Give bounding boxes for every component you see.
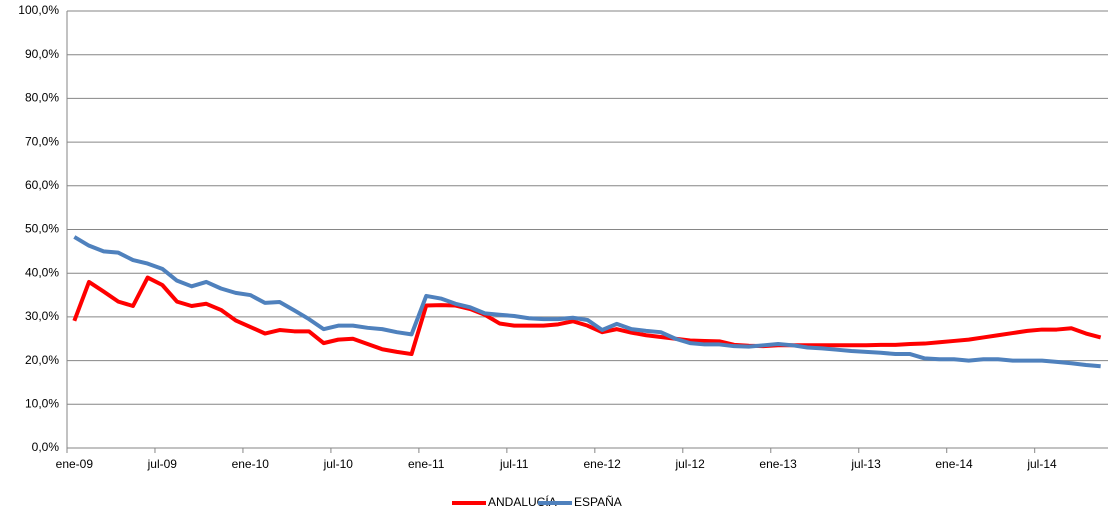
y-tick-label: 50,0% [25,222,59,236]
y-tick-label: 10,0% [25,396,59,410]
x-tick-label: jul-12 [674,457,705,471]
x-tick-label: ene-11 [408,457,445,471]
y-tick-label: 0,0% [32,440,60,454]
x-tick-label: jul-09 [147,457,178,471]
x-tick-label: jul-11 [499,457,529,471]
y-tick-label: 40,0% [25,265,59,279]
x-tick-label: ene-13 [759,457,797,471]
x-tick-label: jul-10 [323,457,354,471]
y-tick-label: 60,0% [25,178,59,192]
x-tick-label: ene-10 [232,457,270,471]
x-tick-label: jul-13 [850,457,881,471]
legend-label: ANDALUCÍA [488,494,557,509]
y-tick-label: 30,0% [25,309,59,323]
x-tick-label: jul-14 [1026,457,1057,471]
y-tick-label: 20,0% [25,353,59,367]
x-tick-label: ene-12 [583,457,621,471]
y-tick-label: 90,0% [25,47,59,61]
legend-label: ESPAÑA [574,495,622,509]
series-line [73,235,1101,369]
y-tick-label: 100,0% [18,3,59,17]
x-tick-label: ene-14 [935,457,973,471]
y-tick-label: 70,0% [25,134,59,148]
x-tick-label: ene-09 [56,457,94,471]
series-line [72,275,1102,357]
y-tick-label: 80,0% [25,91,59,105]
